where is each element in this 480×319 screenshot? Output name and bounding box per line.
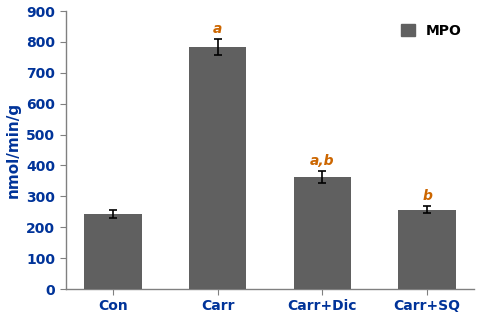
Text: a,b: a,b	[310, 154, 335, 168]
Bar	[294, 177, 351, 289]
Y-axis label: nmol/min/g: nmol/min/g	[6, 102, 21, 198]
Bar	[398, 210, 456, 289]
Text: a: a	[213, 22, 222, 36]
Legend: MPO: MPO	[396, 18, 468, 43]
Text: b: b	[422, 189, 432, 203]
Bar	[189, 47, 246, 289]
Bar	[84, 214, 142, 289]
